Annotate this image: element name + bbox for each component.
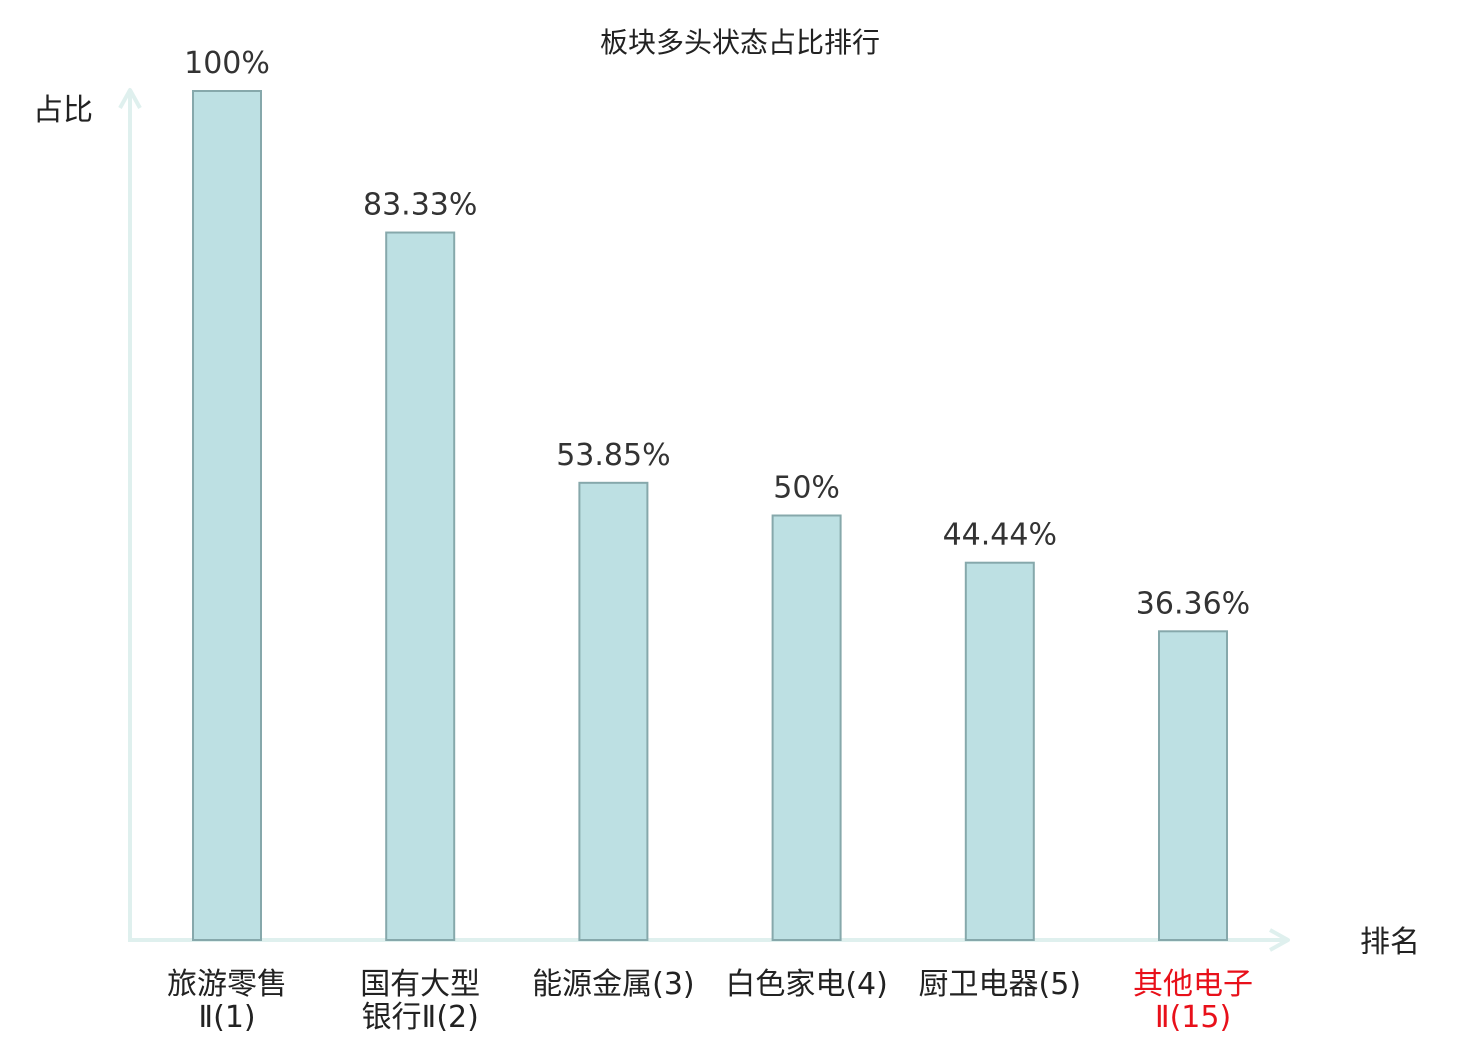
category-label-1-line-2: Ⅱ(1) xyxy=(198,1000,255,1035)
bar-4 xyxy=(771,514,842,941)
category-label-4-line-1: 白色家电(4) xyxy=(725,967,888,1002)
value-label-1: 100% xyxy=(184,46,270,81)
x-axis-arrow xyxy=(1269,928,1290,952)
value-labels-group: 100% 83.33% 53.85% 50% 44.44% 36.36% xyxy=(184,46,1250,621)
bar-5 xyxy=(964,561,1035,941)
bar-1 xyxy=(192,90,262,941)
value-label-5: 44.44% xyxy=(943,518,1057,553)
value-label-6: 36.36% xyxy=(1136,586,1250,621)
bar-6 xyxy=(1158,630,1228,941)
category-label-6-line-2: Ⅱ(15) xyxy=(1155,1000,1231,1035)
category-label-2-line-1: 国有大型 xyxy=(360,967,480,1002)
value-label-3: 53.85% xyxy=(556,438,670,473)
category-label-2-line-2: 银行Ⅱ(2) xyxy=(362,1000,479,1035)
bar-3 xyxy=(578,481,649,941)
bars-group xyxy=(192,90,1228,941)
y-axis-label: 占比 xyxy=(33,93,93,128)
chart-title: 板块多头状态占比排行 xyxy=(600,26,880,59)
value-label-2: 83.33% xyxy=(363,188,477,223)
category-label-3-line-1: 能源金属(3) xyxy=(532,967,695,1002)
category-label-1-line-1: 旅游零售 xyxy=(167,967,287,1002)
y-axis-arrow xyxy=(118,88,142,109)
bar-2 xyxy=(385,231,456,941)
axes xyxy=(118,88,1290,952)
value-label-4: 50% xyxy=(773,471,840,506)
category-label-5-line-1: 厨卫电器(5) xyxy=(919,967,1082,1002)
x-axis-label: 排名 xyxy=(1360,925,1420,960)
category-label-6-line-1: 其他电子 xyxy=(1133,967,1253,1002)
